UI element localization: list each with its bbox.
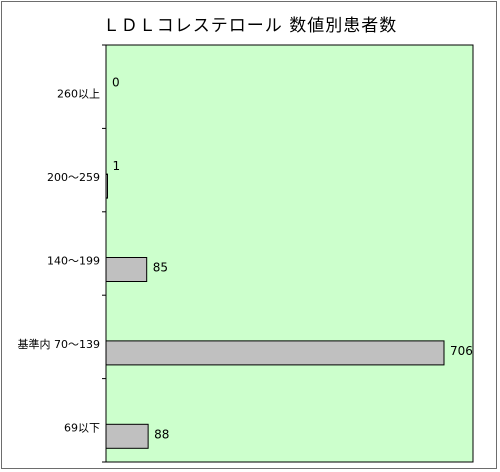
value-label: 0 [112, 76, 120, 90]
category-label: 260以上 [57, 88, 100, 101]
category-label: 基準内 70～139 [18, 337, 101, 351]
bars [105, 173, 445, 449]
category-label: 140～199 [47, 255, 100, 268]
value-labels: 0 1 85 706 88 [112, 76, 473, 442]
category-label: 69以下 [64, 421, 100, 434]
axis-ticks [102, 44, 106, 463]
chart-title: ＬＤＬコレステロール 数値別患者数 [103, 16, 397, 36]
value-label: 85 [153, 261, 168, 275]
value-label: 1 [112, 159, 120, 173]
bar [105, 340, 445, 366]
bar [105, 173, 108, 199]
category-label: 200～259 [47, 171, 100, 184]
bar [105, 423, 149, 449]
category-labels: 260以上 200～259 140～199 基準内 70～139 69以下 [18, 88, 101, 435]
value-label: 88 [154, 427, 169, 441]
value-label: 706 [450, 344, 473, 358]
bar [105, 257, 148, 282]
plot-area [105, 44, 474, 463]
